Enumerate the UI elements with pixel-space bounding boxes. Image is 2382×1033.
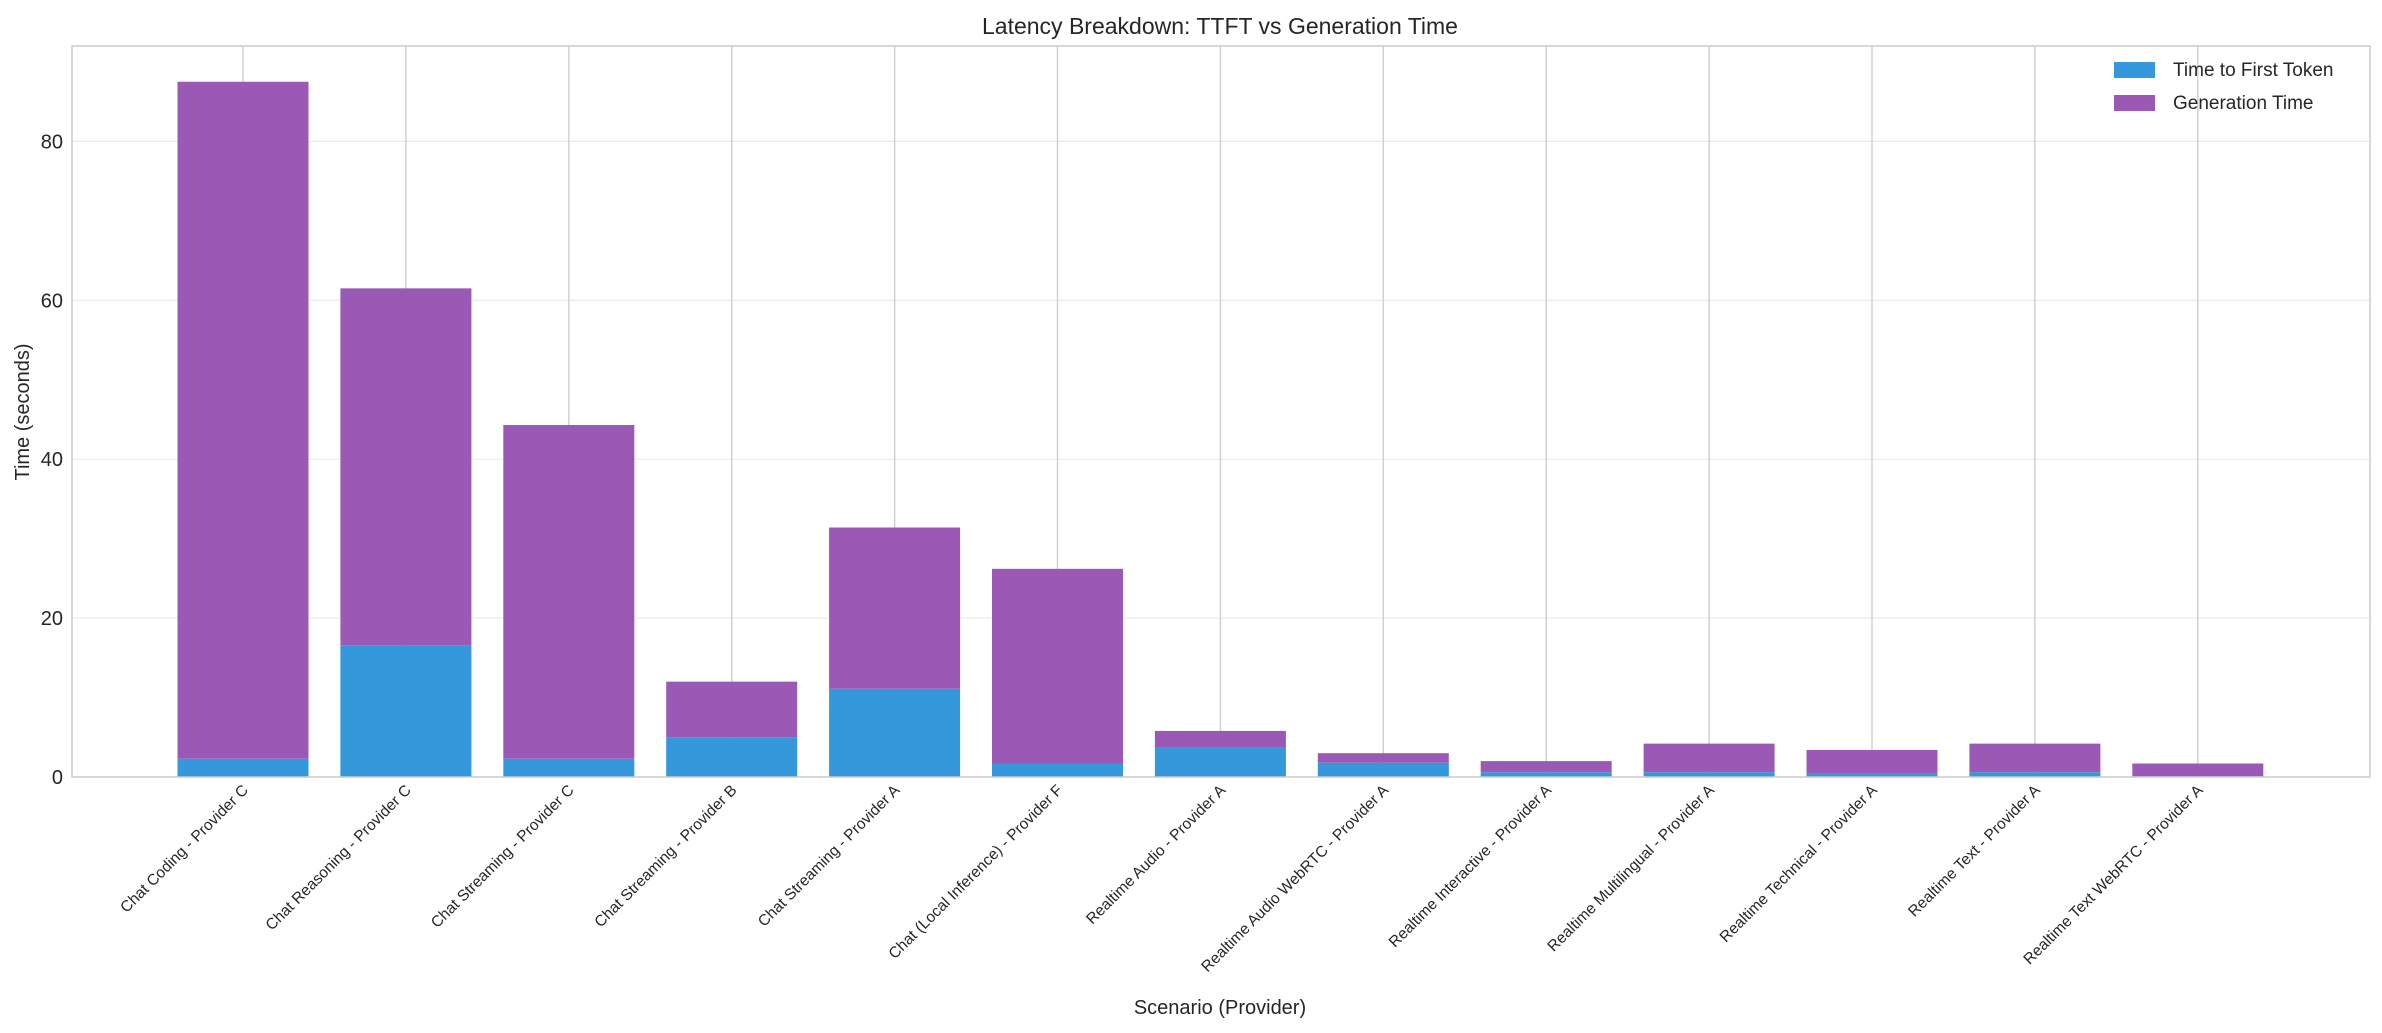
y-tick-label: 60 [41,290,63,312]
x-tick-label: Realtime Interactive - Provider A [1386,781,1556,951]
bar-generation-time [666,681,798,738]
legend-swatch [2114,95,2155,111]
bar-generation-time [1643,743,1775,773]
x-tick-label: Realtime Technical - Provider A [1717,781,1882,946]
bar-generation-time [1480,761,1612,773]
x-axis-label: Scenario (Provider) [1134,997,1306,1019]
chart-title: Latency Breakdown: TTFT vs Generation Ti… [982,13,1458,39]
bar-generation-time [829,527,961,689]
bar-time-to-first-token [503,758,635,777]
bar-generation-time [1806,749,1938,774]
bars-group [177,81,2264,777]
x-tick-label: Realtime Audio - Provider A [1083,781,1230,928]
legend-swatch [2114,62,2155,78]
y-axis-ticks: 0 20 40 60 80 [41,131,63,789]
x-axis-ticks: Chat Coding - Provider C Chat Reasoning -… [117,781,2207,975]
y-tick-label: 80 [41,131,63,153]
x-tick-label: Chat Streaming - Provider A [755,781,904,930]
x-tick-label: Realtime Text WebRTC - Provider A [2020,781,2207,968]
bar-time-to-first-token [992,763,1123,777]
bar-generation-time [340,288,472,646]
x-tick-label: Chat Streaming - Provider B [591,782,740,931]
x-tick-label: Realtime Audio WebRTC - Provider A [1198,781,1392,975]
y-tick-label: 20 [41,608,63,630]
plot-frame [71,45,2371,778]
x-tick-label: Realtime Text - Provider A [1905,781,2044,920]
bar-generation-time [992,568,1123,764]
x-tick-label: Realtime Multilingual - Provider A [1544,781,1718,955]
legend-label: Time to First Token [2173,60,2334,81]
bar-time-to-first-token [1480,772,1612,777]
bar-generation-time [1969,743,2101,773]
bar-generation-time [1154,730,1286,748]
bar-time-to-first-token [1806,773,1938,777]
bar-generation-time [1317,753,1449,763]
bar-time-to-first-token [829,688,961,777]
bar-time-to-first-token [1969,772,2101,777]
bar-time-to-first-token [1317,762,1449,777]
bar-time-to-first-token [340,645,472,777]
bar-time-to-first-token [666,737,798,777]
bar-generation-time [503,425,635,759]
y-tick-label: 40 [41,449,63,471]
bar-generation-time [177,81,309,759]
x-tick-label: Chat Coding - Provider C [117,782,251,916]
y-tick-label: 0 [52,767,63,789]
bar-generation-time [2132,763,2264,777]
x-tick-label: Chat Reasoning - Provider C [263,782,415,934]
x-tick-label: Chat (Local Inference) - Provider F [886,782,1067,963]
y-axis-label: Time (seconds) [12,343,34,480]
legend-label: Generation Time [2173,93,2313,114]
x-tick-label: Chat Streaming - Provider C [428,782,578,932]
legend: Time to First Token Generation Time [2114,60,2334,114]
bar-time-to-first-token [1643,772,1775,777]
bar-time-to-first-token [177,758,309,777]
bar-time-to-first-token [1154,747,1286,777]
